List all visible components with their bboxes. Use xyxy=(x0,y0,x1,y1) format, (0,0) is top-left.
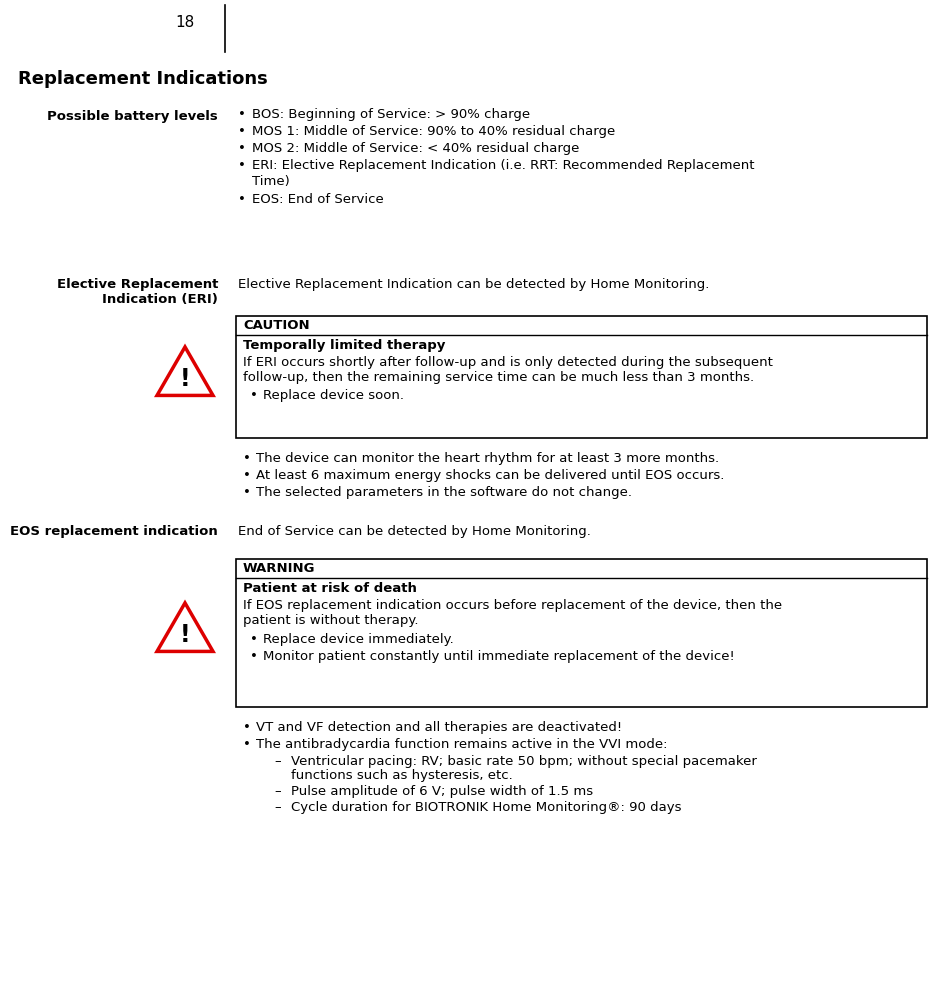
Text: Time): Time) xyxy=(252,175,290,188)
Text: 18: 18 xyxy=(175,15,194,30)
Text: •: • xyxy=(238,125,246,138)
Text: Indication (ERI): Indication (ERI) xyxy=(102,293,218,306)
Text: Pulse amplitude of 6 V; pulse width of 1.5 ms: Pulse amplitude of 6 V; pulse width of 1… xyxy=(291,785,593,798)
Text: •: • xyxy=(250,389,257,402)
Text: •: • xyxy=(238,193,246,206)
Text: –: – xyxy=(274,755,281,768)
Text: CAUTION: CAUTION xyxy=(243,319,309,332)
Text: Cycle duration for BIOTRONIK Home Monitoring®: 90 days: Cycle duration for BIOTRONIK Home Monito… xyxy=(291,801,682,814)
Text: WARNING: WARNING xyxy=(243,562,316,575)
Bar xyxy=(236,316,927,438)
Text: follow-up, then the remaining service time can be much less than 3 months.: follow-up, then the remaining service ti… xyxy=(243,371,754,384)
Text: If EOS replacement indication occurs before replacement of the device, then the: If EOS replacement indication occurs bef… xyxy=(243,599,782,612)
Text: functions such as hysteresis, etc.: functions such as hysteresis, etc. xyxy=(291,769,513,782)
Text: BOS: Beginning of Service: > 90% charge: BOS: Beginning of Service: > 90% charge xyxy=(252,108,530,121)
Text: MOS 1: Middle of Service: 90% to 40% residual charge: MOS 1: Middle of Service: 90% to 40% res… xyxy=(252,125,615,138)
Text: Ventricular pacing: RV; basic rate 50 bpm; without special pacemaker: Ventricular pacing: RV; basic rate 50 bp… xyxy=(291,755,757,768)
Text: Replace device immediately.: Replace device immediately. xyxy=(263,633,454,646)
Text: •: • xyxy=(243,738,251,751)
Text: The device can monitor the heart rhythm for at least 3 more months.: The device can monitor the heart rhythm … xyxy=(256,452,720,465)
Text: ERI: Elective Replacement Indication (i.e. RRT: Recommended Replacement: ERI: Elective Replacement Indication (i.… xyxy=(252,159,754,172)
Text: EOS: End of Service: EOS: End of Service xyxy=(252,193,384,206)
Text: •: • xyxy=(243,721,251,734)
Text: Possible battery levels: Possible battery levels xyxy=(47,110,218,123)
Text: •: • xyxy=(238,159,246,172)
Text: •: • xyxy=(243,452,251,465)
Text: –: – xyxy=(274,785,281,798)
Text: •: • xyxy=(250,633,257,646)
Text: •: • xyxy=(243,486,251,499)
Text: The selected parameters in the software do not change.: The selected parameters in the software … xyxy=(256,486,632,499)
Text: –: – xyxy=(274,801,281,814)
Text: !: ! xyxy=(180,368,190,392)
Bar xyxy=(236,559,927,707)
Text: Elective Replacement Indication can be detected by Home Monitoring.: Elective Replacement Indication can be d… xyxy=(238,278,709,291)
Text: MOS 2: Middle of Service: < 40% residual charge: MOS 2: Middle of Service: < 40% residual… xyxy=(252,142,579,155)
Text: If ERI occurs shortly after follow-up and is only detected during the subsequent: If ERI occurs shortly after follow-up an… xyxy=(243,356,773,369)
Text: Monitor patient constantly until immediate replacement of the device!: Monitor patient constantly until immedia… xyxy=(263,650,735,663)
Text: •: • xyxy=(243,469,251,482)
Text: !: ! xyxy=(180,623,190,647)
Text: Replacement Indications: Replacement Indications xyxy=(18,70,268,88)
Text: At least 6 maximum energy shocks can be delivered until EOS occurs.: At least 6 maximum energy shocks can be … xyxy=(256,469,724,482)
Text: •: • xyxy=(250,650,257,663)
Text: The antibradycardia function remains active in the VVI mode:: The antibradycardia function remains act… xyxy=(256,738,668,751)
Text: Elective Replacement: Elective Replacement xyxy=(57,278,218,291)
Text: Temporally limited therapy: Temporally limited therapy xyxy=(243,339,445,352)
Text: •: • xyxy=(238,142,246,155)
Text: •: • xyxy=(238,108,246,121)
Text: EOS replacement indication: EOS replacement indication xyxy=(10,525,218,538)
Text: VT and VF detection and all therapies are deactivated!: VT and VF detection and all therapies ar… xyxy=(256,721,622,734)
Text: End of Service can be detected by Home Monitoring.: End of Service can be detected by Home M… xyxy=(238,525,591,538)
Text: Replace device soon.: Replace device soon. xyxy=(263,389,404,402)
Text: patient is without therapy.: patient is without therapy. xyxy=(243,614,419,627)
Text: Patient at risk of death: Patient at risk of death xyxy=(243,582,417,595)
